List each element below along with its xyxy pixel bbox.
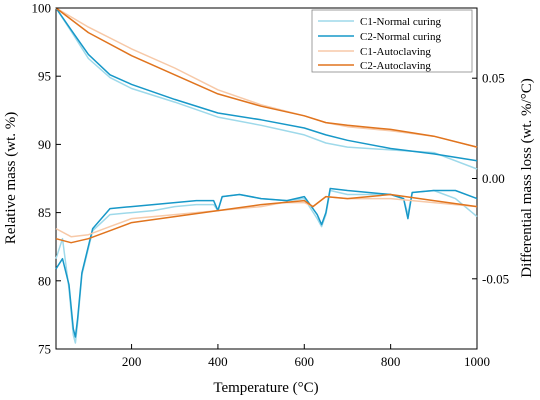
legend-label-0: C1-Normal curing xyxy=(360,16,441,28)
y-right-tick-label: -0.05 xyxy=(482,271,509,286)
legend-label-2: C1-Autoclaving xyxy=(360,46,431,58)
series-layer xyxy=(55,7,478,344)
y-left-tick-label: 80 xyxy=(38,273,51,288)
legend-label-3: C2-Autoclaving xyxy=(360,60,431,72)
y-right-tick-label: 0.00 xyxy=(482,171,505,186)
y-left-tick-label: 85 xyxy=(38,205,51,220)
tga-line-c2-autoclaving xyxy=(55,7,478,148)
x-tick-label: 800 xyxy=(381,354,401,369)
y-axis-right-title: Differential mass loss (wt. %/°C) xyxy=(519,78,535,277)
x-tick-label: 400 xyxy=(208,354,228,369)
x-axis-title: Temperature (°C) xyxy=(213,380,318,396)
y-axis-left-title: Relative mass (wt. %) xyxy=(3,112,19,244)
dtg-line-c1-autoclaving xyxy=(55,195,478,238)
tga-line-c1-normal-curing xyxy=(55,7,478,170)
ticks-layer: 200 400 600 800 1000 75 80 85 90 95 100 -0.05 0.00 0.… xyxy=(32,1,510,370)
y-left-tick-label: 100 xyxy=(32,1,52,16)
y-left-tick-label: 75 xyxy=(38,342,51,357)
y-right-tick-label: 0.05 xyxy=(482,71,505,86)
tga-line-c2-normal-curing xyxy=(55,7,478,162)
dtg-line-c2-autoclaving xyxy=(55,193,478,244)
legend-label-1: C2-Normal curing xyxy=(360,31,441,43)
x-tick-label: 200 xyxy=(122,354,142,369)
y-left-tick-label: 95 xyxy=(38,69,51,84)
legend: C1-Normal curing C2-Normal curing C1-Aut… xyxy=(311,9,473,73)
dtg-line-c2-normal-curing xyxy=(55,187,478,338)
x-tick-label: 600 xyxy=(295,354,315,369)
dtg-line-c1-normal-curing xyxy=(55,189,478,344)
y-left-tick-label: 90 xyxy=(38,137,51,152)
x-tick-label: 1000 xyxy=(464,354,490,369)
